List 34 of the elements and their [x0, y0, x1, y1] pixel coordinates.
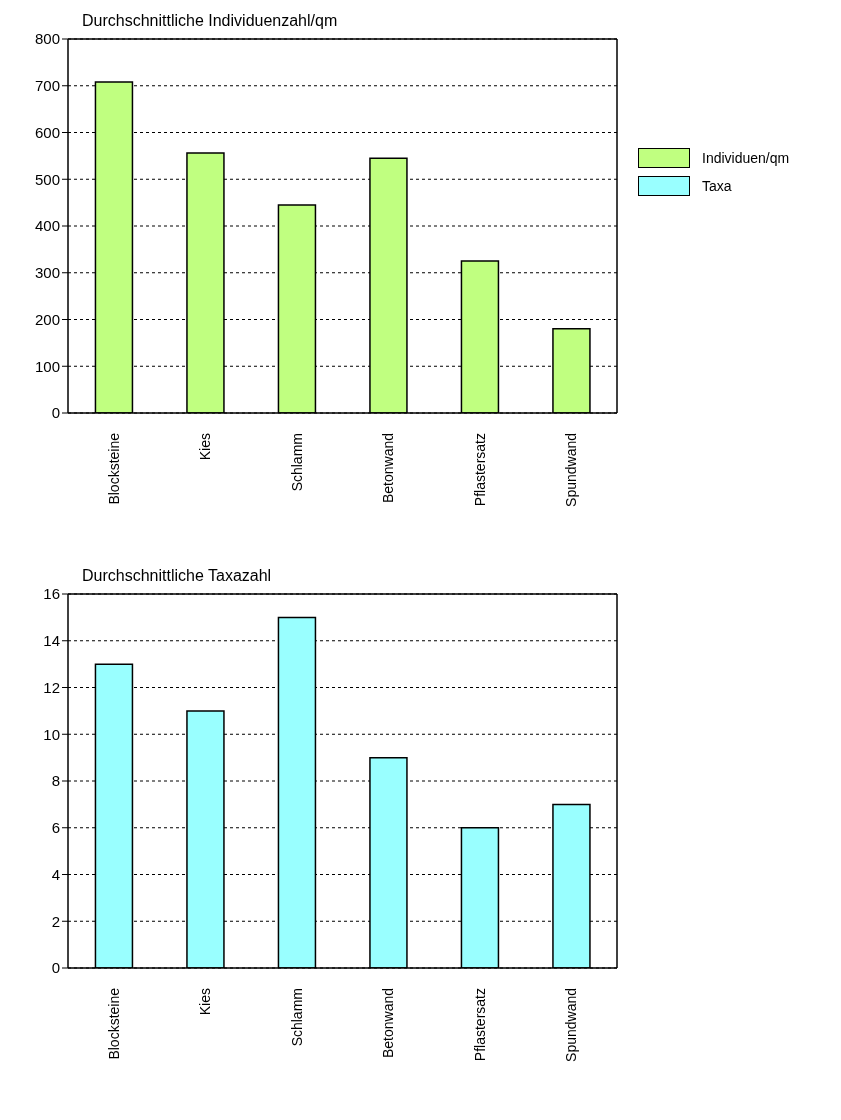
y-tick-label: 6 [51, 819, 60, 837]
y-tick-label: 500 [34, 170, 60, 188]
y-tick-label: 12 [43, 678, 60, 696]
x-tick-label: Schlamm [288, 433, 305, 492]
x-tick-label: Blocksteine [105, 987, 122, 1060]
y-tick-label: 600 [34, 123, 60, 141]
x-tick-label: Spundwand [563, 433, 580, 507]
x-tick-label: Pflastersatz [471, 988, 488, 1062]
y-tick-label: 700 [34, 77, 60, 95]
y-tick-label: 16 [43, 585, 60, 603]
x-tick-label: Kies [197, 988, 214, 1016]
y-tick-label: 10 [43, 725, 60, 743]
y-tick-label: 0 [51, 959, 60, 977]
y-tick-label: 300 [34, 264, 60, 282]
x-tick-label: Blocksteine [105, 432, 122, 505]
chart-title: Durchschnittliche Individuenzahl/qm [82, 12, 338, 30]
legend-label: Taxa [702, 178, 732, 194]
x-tick-label: Betonwand [380, 433, 397, 504]
legend-label: Individuen/qm [702, 150, 790, 166]
y-tick-label: 0 [51, 404, 60, 422]
y-tick-label: 400 [34, 217, 60, 235]
x-tick-label: Spundwand [563, 988, 580, 1062]
y-tick-label: 4 [51, 865, 60, 883]
x-tick-label: Kies [197, 433, 214, 461]
x-tick-label: Schlamm [288, 988, 305, 1047]
y-tick-label: 100 [34, 357, 60, 375]
y-tick-label: 2 [51, 912, 60, 930]
y-tick-label: 14 [43, 632, 60, 650]
x-tick-label: Betonwand [380, 988, 397, 1059]
y-tick-label: 800 [34, 30, 60, 48]
y-tick-label: 8 [51, 772, 60, 790]
x-tick-label: Pflastersatz [471, 433, 488, 507]
y-tick-label: 200 [34, 310, 60, 328]
chart-title: Durchschnittliche Taxazahl [82, 567, 272, 585]
